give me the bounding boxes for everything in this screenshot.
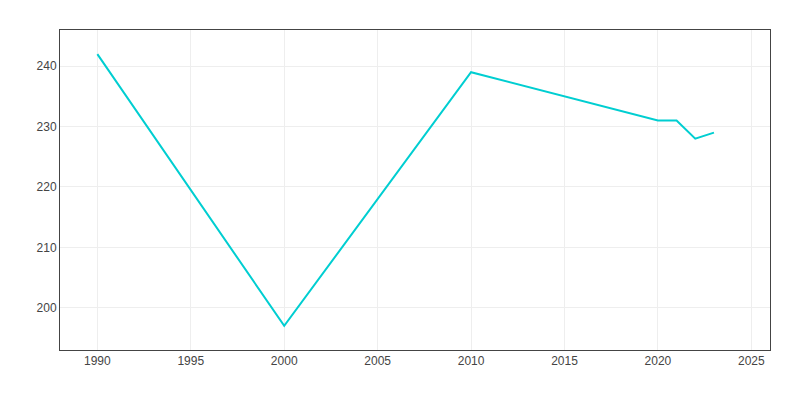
svg-text:2000: 2000 [271, 354, 298, 368]
svg-text:200: 200 [37, 301, 57, 315]
svg-text:210: 210 [37, 241, 57, 255]
svg-text:2005: 2005 [364, 354, 391, 368]
svg-text:220: 220 [37, 180, 57, 194]
svg-text:240: 240 [37, 59, 57, 73]
svg-text:230: 230 [37, 120, 57, 134]
svg-text:2020: 2020 [645, 354, 672, 368]
svg-text:2015: 2015 [551, 354, 578, 368]
svg-text:2025: 2025 [738, 354, 765, 368]
svg-text:1995: 1995 [177, 354, 204, 368]
svg-text:1990: 1990 [84, 354, 111, 368]
svg-text:2010: 2010 [458, 354, 485, 368]
